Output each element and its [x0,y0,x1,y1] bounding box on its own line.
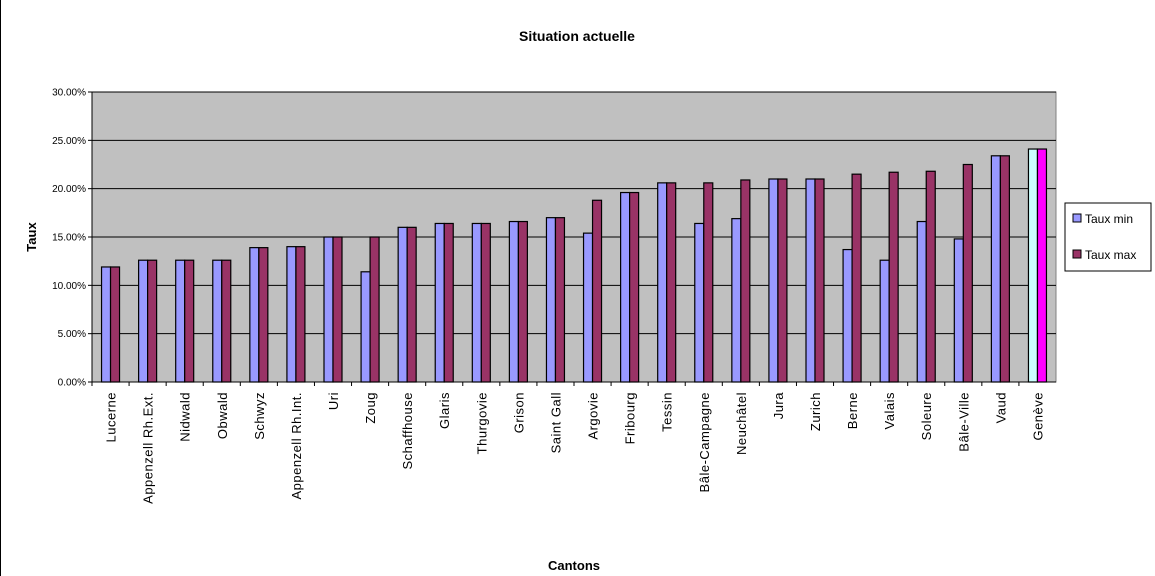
bar-taux-max-jura [777,178,788,383]
bar-taux-min-valais [879,259,890,383]
bar-taux-max-glaris [443,222,454,383]
legend: Taux min Taux max [1064,202,1152,272]
y-tick-label: 15.00% [52,233,86,244]
bar-taux-min-soleure [916,220,927,383]
bar-taux-max-uri [332,236,343,383]
bar-taux-max-obwald [221,259,232,383]
x-tick-label-tessin: Tessin [660,392,675,432]
bar-taux-max-bale-campagne [703,182,714,383]
x-tick-label-appenzell-rh-int: Appenzell Rh.Int. [289,392,304,500]
x-tick-label-nidwald: Nidwald [178,392,193,442]
bar-taux-min-nidwald [175,259,186,383]
y-tick-label: 5.00% [58,329,86,340]
x-tick-label-appenzell-rh-ext: Appenzell Rh.Ext. [141,392,156,504]
bar-taux-min-appenzell-rh-int [286,246,297,383]
legend-label-taux-min: Taux min [1085,212,1133,226]
bar-taux-max-nidwald [184,259,195,383]
bar-taux-min-zoug [360,271,371,383]
bar-taux-max-geneve [1036,148,1048,383]
bar-taux-max-saint-gall [554,217,566,383]
x-tick-label-grison: Grison [511,392,526,433]
legend-swatch-taux-min [1072,213,1082,223]
bar-taux-max-neuchatel [740,179,751,383]
bar-taux-max-appenzell-rh-int [295,246,306,383]
x-tick-label-vaud: Vaud [993,392,1008,423]
legend-swatch-taux-max [1072,249,1082,259]
x-tick-label-saint-gall: Saint Gall [548,392,563,453]
frame-left-border [0,0,1,576]
y-tick-label: 10.00% [52,281,86,292]
x-tick-label-thurgovie: Thurgovie [474,392,489,454]
bar-taux-max-argovie [591,199,603,383]
bar-taux-min-neuchatel [731,218,742,383]
x-tick-label-obwald: Obwald [215,392,230,439]
legend-label-taux-max: Taux max [1085,248,1136,262]
bar-taux-max-tessin [666,182,677,383]
y-tick-label: 0.00% [58,378,86,389]
y-tick-label: 25.00% [52,136,86,147]
x-axis-labels: Lucerne Appenzell Rh.Ext. Nidwald Obwald Sch… [91,382,1045,504]
bar-taux-max-bale-ville [962,163,973,383]
x-tick-label-schwyz: Schwyz [252,392,267,440]
x-tick-label-geneve: Genève [1030,392,1045,441]
bar-taux-max-vaud [999,155,1010,383]
bar-taux-max-lucerne [109,266,121,383]
bar-taux-max-thurgovie [480,222,491,383]
x-tick-label-bale-ville: Bâle-Ville [956,392,971,452]
x-tick-label-bale-campagne: Bâle-Campagne [697,392,712,492]
chart-title: Situation actuelle [519,28,635,44]
bar-taux-max-valais [888,171,899,383]
bar-taux-min-vaud [990,155,1001,383]
bars [100,148,1048,383]
x-tick-label-argovie: Argovie [586,392,601,440]
bar-taux-min-appenzell-rh-ext [138,259,149,383]
bar-taux-min-schwyz [249,247,260,383]
y-axis-title: Taux [24,222,39,252]
bar-taux-min-bale-ville [953,238,964,383]
x-axis-title: Cantons [548,558,600,573]
x-tick-label-neuchatel: Neuchâtel [734,392,749,455]
bar-taux-max-schaffhouse [406,226,417,383]
bar-taux-max-appenzell-rh-ext [147,259,158,383]
bar-taux-min-lucerne [100,266,112,383]
bar-taux-min-bale-campagne [694,222,705,383]
bar-taux-min-obwald [212,259,223,383]
bar-taux-min-fribourg [620,191,631,383]
y-axis-ticks: 0.00% 5.00% 10.00% 15.00% 20.00% 25.00% 30.00% [52,88,92,389]
x-tick-label-berne: Berne [845,392,860,429]
y-tick-label: 30.00% [52,88,86,99]
x-tick-label-uri: Uri [326,392,341,410]
bar-taux-min-berne [842,248,853,383]
bar-taux-min-glaris [434,222,445,383]
bar-taux-min-grison [508,220,519,383]
bar-taux-min-uri [323,236,334,383]
x-tick-label-lucerne: Lucerne [104,392,119,442]
bar-taux-max-schwyz [258,247,269,383]
bar-taux-max-soleure [925,170,936,383]
bar-taux-min-saint-gall [545,217,557,383]
bar-taux-min-jura [768,178,779,383]
x-tick-label-zoug: Zoug [363,392,378,424]
bar-taux-min-zurich [805,178,816,383]
bar-taux-min-argovie [582,232,594,383]
x-tick-label-soleure: Soleure [919,392,934,440]
bar-taux-min-geneve [1027,148,1039,383]
x-tick-label-schaffhouse: Schaffhouse [400,392,415,470]
bar-taux-max-zoug [369,236,380,383]
bar-taux-max-fribourg [629,191,640,383]
x-tick-label-valais: Valais [882,392,897,429]
y-tick-label: 20.00% [52,184,86,195]
x-tick-label-zurich: Zurich [808,392,823,431]
bar-taux-max-berne [851,173,862,383]
bar-taux-max-grison [517,220,528,383]
bar-taux-min-thurgovie [471,222,482,383]
bar-taux-max-zurich [814,178,825,383]
bar-taux-min-tessin [657,182,668,383]
bar-taux-min-schaffhouse [397,226,408,383]
x-tick-label-fribourg: Fribourg [623,392,638,444]
x-tick-label-glaris: Glaris [437,392,452,429]
x-tick-label-jura: Jura [771,392,786,420]
